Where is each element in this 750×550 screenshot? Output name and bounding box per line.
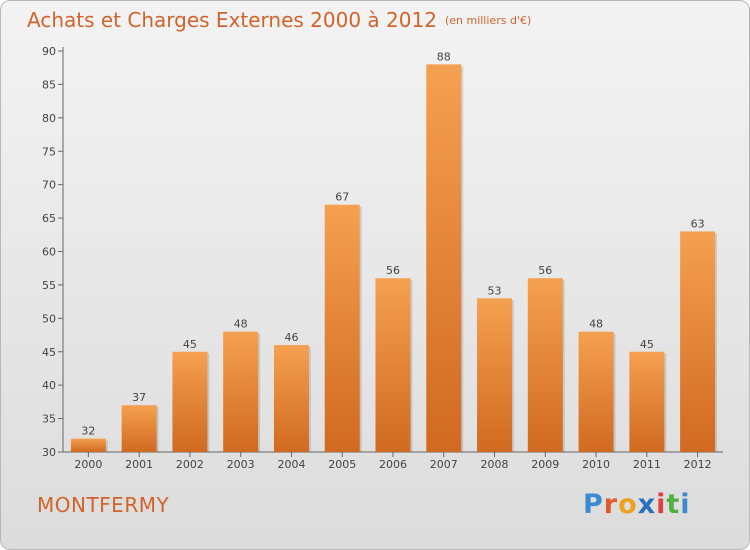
bar (527, 278, 563, 452)
bar (680, 231, 716, 452)
y-tick-label: 70 (42, 179, 56, 192)
x-tick-label: 2002 (176, 458, 204, 471)
x-tick-label: 2008 (481, 458, 509, 471)
y-tick-label: 40 (42, 379, 56, 392)
data-label: 48 (234, 318, 248, 331)
x-tick-label: 2007 (430, 458, 458, 471)
data-label: 48 (589, 318, 603, 331)
proxiti-logo: Proxiti (583, 489, 691, 520)
bar (477, 298, 513, 452)
data-label: 88 (437, 50, 451, 63)
data-label: 56 (538, 264, 552, 277)
logo-letter: o (618, 489, 638, 520)
x-tick-label: 2006 (379, 458, 407, 471)
chart-subtitle: (en milliers d'€) (444, 14, 532, 27)
x-tick-label: 2001 (125, 458, 153, 471)
bar (223, 331, 259, 452)
bar (375, 278, 411, 452)
x-tick-label: 2011 (633, 458, 661, 471)
chart-title-main: Achats et Charges Externes 2000 à 2012 (27, 8, 437, 32)
logo-letter: t (666, 489, 681, 520)
bar (324, 204, 360, 452)
data-label: 67 (335, 191, 349, 204)
data-label: 37 (132, 391, 146, 404)
town-name: MONTFERMY (37, 493, 170, 517)
bar (273, 345, 309, 452)
x-tick-label: 2012 (684, 458, 712, 471)
logo-letter: i (656, 489, 667, 520)
bar (121, 405, 157, 452)
data-label: 32 (81, 425, 95, 438)
y-tick-label: 35 (42, 413, 56, 426)
y-tick-label: 60 (42, 246, 56, 259)
bar (629, 351, 665, 452)
logo-letter: P (583, 489, 604, 520)
y-tick-label: 55 (42, 279, 56, 292)
y-tick-label: 80 (42, 112, 56, 125)
data-label: 63 (691, 217, 705, 230)
data-label: 53 (488, 284, 502, 297)
bar (578, 331, 614, 452)
chart-title: Achats et Charges Externes 2000 à 2012 (e… (27, 8, 531, 32)
bar (172, 351, 208, 452)
y-tick-label: 85 (42, 78, 56, 91)
x-tick-label: 2005 (328, 458, 356, 471)
data-label: 46 (284, 331, 298, 344)
data-label: 56 (386, 264, 400, 277)
x-tick-label: 2009 (531, 458, 559, 471)
y-tick-label: 45 (42, 346, 56, 359)
bar (426, 64, 462, 452)
data-label: 45 (640, 338, 654, 351)
data-label: 45 (183, 338, 197, 351)
x-tick-label: 2004 (277, 458, 305, 471)
y-tick-label: 65 (42, 212, 56, 225)
x-tick-label: 2003 (227, 458, 255, 471)
logo-letter: r (603, 489, 619, 520)
logo-letter: x (637, 489, 657, 520)
y-tick-label: 75 (42, 145, 56, 158)
y-tick-label: 50 (42, 312, 56, 325)
y-tick-label: 90 (42, 45, 56, 58)
y-tick-label: 30 (42, 446, 56, 459)
x-tick-label: 2010 (582, 458, 610, 471)
logo-letter: i (680, 489, 691, 520)
bar (70, 438, 106, 452)
x-tick-label: 2000 (74, 458, 102, 471)
